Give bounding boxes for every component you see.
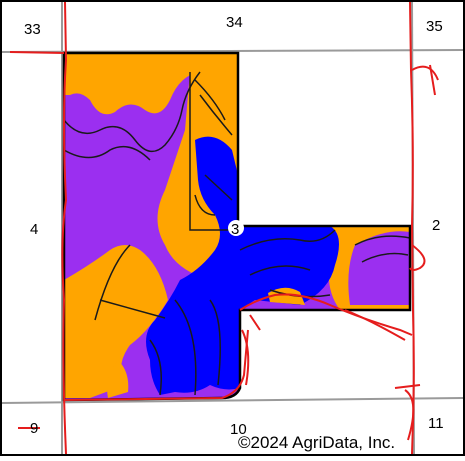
section-label-34: 34 — [226, 14, 243, 31]
orange-soil-unit — [107, 360, 129, 398]
field-label: 3 — [231, 221, 239, 238]
field-label-marker: 3 — [228, 220, 244, 238]
section-label-35: 35 — [426, 18, 443, 35]
section-label-33: 33 — [24, 21, 41, 38]
purple-soil-unit — [348, 231, 410, 305]
section-label-2: 2 — [432, 217, 440, 234]
roads — [9, 1, 439, 455]
section-label-9: 9 — [30, 420, 38, 437]
orange-soil-unit — [64, 53, 238, 115]
orange-soil-unit — [64, 245, 168, 398]
section-label-10: 10 — [230, 421, 247, 438]
blue-soil-unit — [146, 136, 339, 395]
section-label-11: 11 — [428, 415, 444, 432]
soil-boundaries — [64, 71, 410, 396]
section-label-4: 4 — [30, 221, 38, 238]
copyright-text: ©2024 AgriData, Inc. — [238, 433, 395, 452]
